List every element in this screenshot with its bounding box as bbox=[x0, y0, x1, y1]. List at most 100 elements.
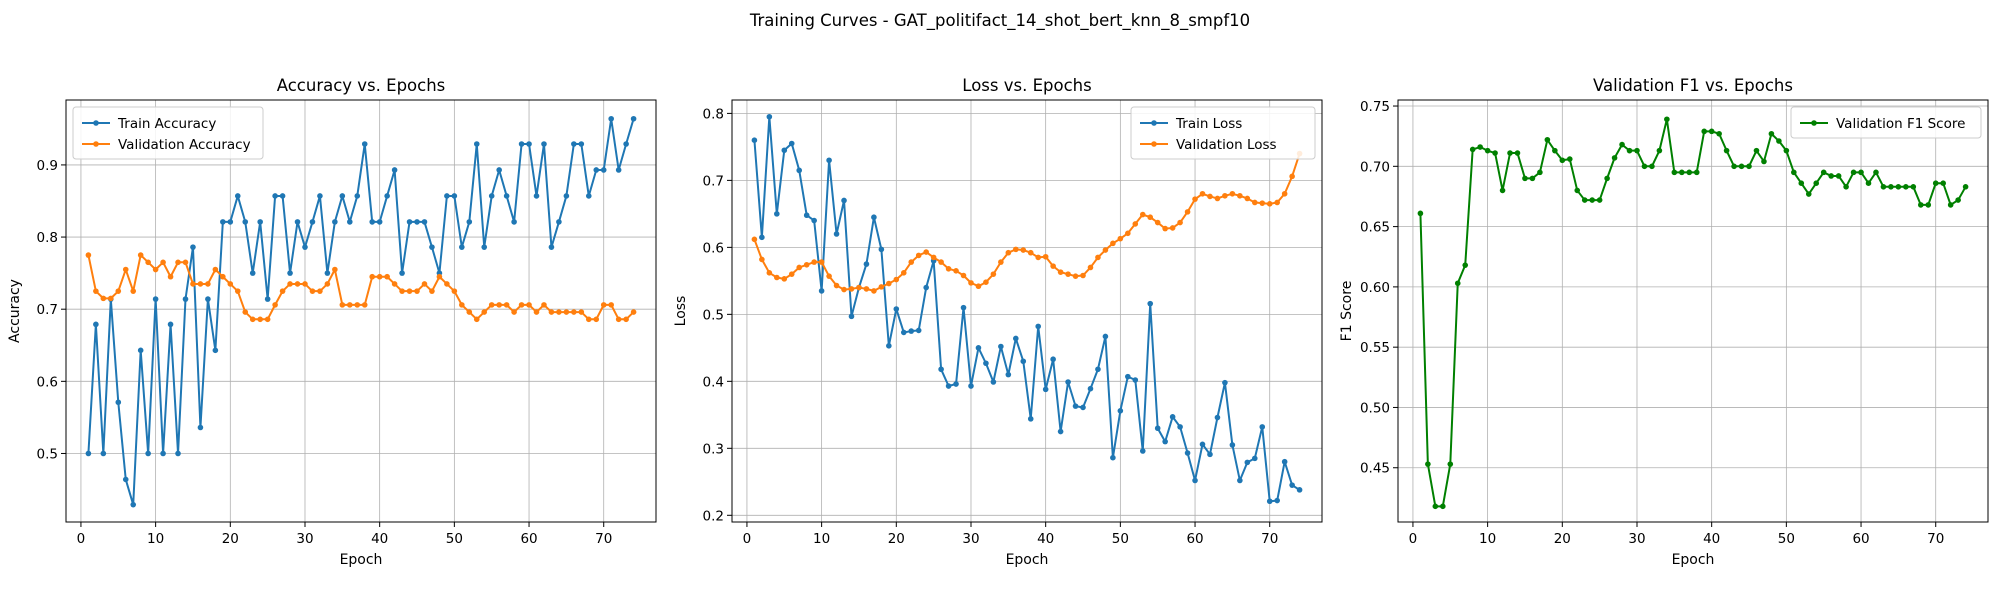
data-point bbox=[556, 309, 562, 315]
data-point bbox=[511, 309, 517, 315]
data-point bbox=[1910, 184, 1917, 190]
data-point bbox=[1057, 269, 1064, 275]
data-point bbox=[1484, 147, 1491, 154]
x-tick-label: 40 bbox=[371, 531, 388, 547]
data-point bbox=[1664, 116, 1670, 123]
data-point bbox=[444, 281, 450, 287]
data-point bbox=[938, 259, 944, 265]
data-point bbox=[759, 256, 765, 263]
legend: Train Loss Validation Loss bbox=[1130, 106, 1316, 160]
data-point bbox=[160, 450, 166, 457]
x-tick-label: 70 bbox=[1261, 531, 1278, 547]
data-point bbox=[990, 271, 997, 277]
y-tick: 0.5 bbox=[37, 446, 66, 462]
data-point bbox=[1274, 497, 1280, 504]
data-point bbox=[1296, 487, 1303, 493]
data-point bbox=[242, 219, 249, 225]
grid-lines bbox=[1398, 100, 1988, 522]
legend: Train Accuracy Validation Accuracy bbox=[72, 106, 264, 160]
y-tick: 0.6 bbox=[703, 240, 732, 256]
data-point bbox=[436, 273, 443, 280]
data-point bbox=[751, 236, 758, 243]
data-point bbox=[205, 281, 211, 287]
data-point bbox=[811, 217, 817, 224]
x-tick-label: 40 bbox=[1703, 531, 1720, 547]
data-point bbox=[93, 321, 99, 328]
data-point bbox=[346, 302, 353, 308]
x-tick: 10 bbox=[1479, 522, 1496, 547]
data-point bbox=[309, 288, 316, 294]
data-point bbox=[496, 302, 502, 308]
data-point bbox=[130, 501, 137, 508]
data-point bbox=[1693, 169, 1700, 176]
data-point bbox=[257, 219, 263, 225]
data-point bbox=[1955, 197, 1961, 203]
data-point bbox=[1095, 254, 1101, 261]
series-train-loss bbox=[751, 113, 1303, 505]
data-point bbox=[571, 141, 577, 147]
x-tick: 0 bbox=[743, 522, 751, 547]
data-point bbox=[481, 309, 488, 315]
data-point bbox=[615, 316, 622, 323]
y-tick: 0.45 bbox=[1360, 461, 1398, 477]
data-point bbox=[623, 141, 629, 147]
data-point bbox=[137, 347, 144, 354]
data-point bbox=[1035, 254, 1042, 261]
data-point bbox=[878, 246, 885, 253]
legend-entry: Train Loss bbox=[1140, 116, 1242, 132]
data-point bbox=[1199, 190, 1206, 197]
data-point bbox=[1244, 459, 1251, 466]
data-point bbox=[826, 273, 832, 279]
data-point bbox=[197, 281, 204, 287]
chart-title: Validation F1 vs. Epochs bbox=[1593, 76, 1793, 95]
grid-lines bbox=[732, 100, 1322, 522]
data-point bbox=[1791, 169, 1797, 176]
data-point bbox=[279, 288, 286, 294]
legend-entry: Validation F1 Score bbox=[1800, 116, 1965, 132]
data-point bbox=[1596, 197, 1603, 203]
data-point bbox=[983, 279, 989, 285]
data-point bbox=[788, 140, 795, 147]
x-tick: 60 bbox=[1186, 522, 1204, 547]
data-point bbox=[1050, 356, 1056, 363]
data-point bbox=[1162, 438, 1168, 445]
data-point bbox=[257, 316, 263, 323]
legend-marker bbox=[93, 141, 99, 147]
y-tick: 0.6 bbox=[37, 374, 66, 390]
chart-panels: 0 10 20 30 40 50 60 70 0.5 0.6 0.7 0.8 0.9 Accuracy v… bbox=[7, 76, 1989, 568]
data-point bbox=[1229, 442, 1236, 448]
data-point bbox=[1432, 503, 1439, 510]
x-tick-label: 50 bbox=[1112, 531, 1129, 547]
x-tick-label: 0 bbox=[1409, 531, 1418, 547]
data-point bbox=[100, 295, 107, 302]
data-point bbox=[1522, 175, 1528, 182]
data-point bbox=[249, 316, 256, 323]
data-point bbox=[615, 167, 622, 173]
data-point bbox=[1125, 230, 1131, 237]
x-axis-label: Epoch bbox=[340, 552, 383, 568]
data-point bbox=[1537, 169, 1543, 176]
data-point bbox=[923, 284, 929, 291]
data-point bbox=[1229, 190, 1236, 197]
data-point bbox=[190, 281, 196, 287]
data-point bbox=[317, 288, 323, 294]
data-point bbox=[264, 316, 271, 323]
data-point bbox=[234, 288, 241, 294]
data-point bbox=[585, 193, 592, 199]
data-point bbox=[1731, 163, 1737, 170]
data-point bbox=[272, 302, 278, 308]
data-point bbox=[533, 193, 540, 199]
data-point bbox=[1776, 138, 1782, 144]
data-point bbox=[841, 286, 847, 293]
y-tick: 0.75 bbox=[1360, 99, 1398, 115]
data-point bbox=[1440, 503, 1446, 510]
y-tick-label: 0.45 bbox=[1360, 461, 1390, 477]
y-tick-label: 0.5 bbox=[703, 307, 724, 323]
y-tick-label: 0.50 bbox=[1360, 400, 1390, 416]
data-point bbox=[488, 302, 495, 308]
data-point bbox=[1169, 225, 1176, 231]
data-point bbox=[886, 280, 892, 287]
y-tick-label: 0.9 bbox=[37, 158, 58, 174]
data-point bbox=[242, 309, 249, 315]
data-point bbox=[1012, 246, 1019, 253]
